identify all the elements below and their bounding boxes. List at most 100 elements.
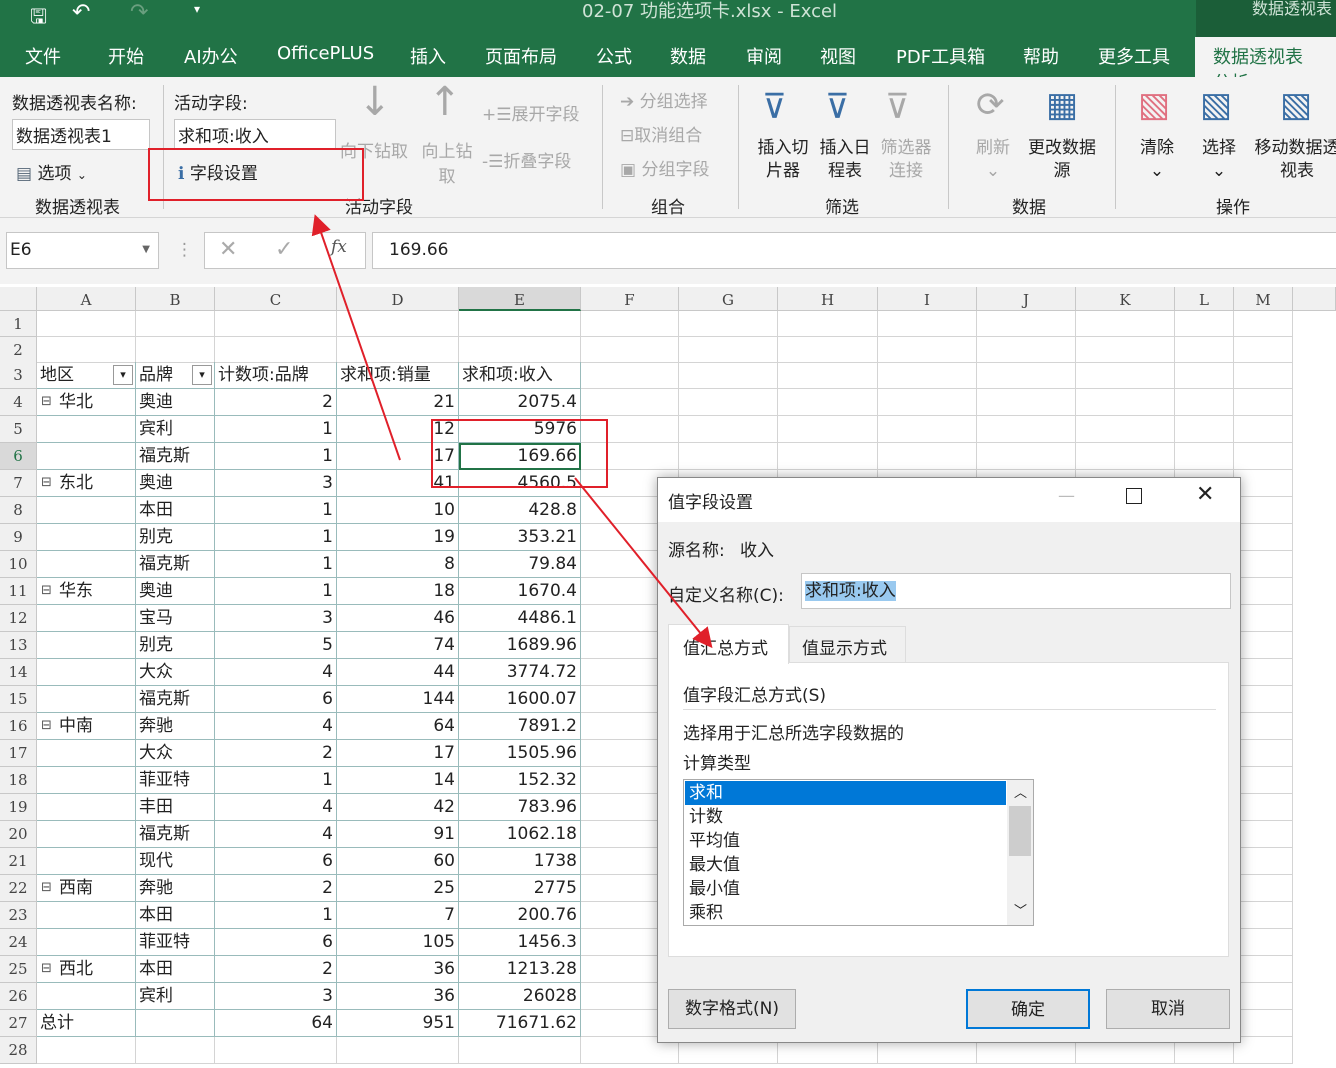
pivot-cell[interactable]: 200.76 [459, 902, 581, 929]
close-icon[interactable]: ✕ [1196, 482, 1215, 507]
cell[interactable] [337, 1037, 459, 1064]
change-source-button[interactable]: 更改数据源 [1028, 138, 1096, 181]
row-header[interactable]: 19 [0, 794, 37, 821]
pivot-cell[interactable]: 19 [337, 524, 459, 551]
tab-8[interactable]: 审阅 [746, 47, 782, 68]
pivot-cell[interactable]: 华东 ⊟ [37, 578, 136, 605]
cell[interactable] [1234, 337, 1293, 363]
row-header[interactable]: 24 [0, 929, 37, 956]
pivot-cell[interactable]: 1600.07 [459, 686, 581, 713]
cell[interactable] [215, 311, 337, 337]
active-field-input[interactable]: 求和项:收入 [174, 119, 336, 150]
cell[interactable] [1234, 311, 1293, 337]
pivot-cell[interactable]: 144 [337, 686, 459, 713]
pivot-cell[interactable]: 2 [215, 740, 337, 767]
customize-toolbar-icon[interactable]: ▾ [194, 2, 201, 16]
cell[interactable] [1234, 497, 1293, 524]
cell[interactable] [1234, 902, 1293, 929]
pivot-cell[interactable]: 奔驰 [136, 713, 215, 740]
pivot-cell[interactable] [37, 821, 136, 848]
column-header[interactable]: C [215, 287, 337, 311]
pivot-cell[interactable]: 105 [337, 929, 459, 956]
cell[interactable] [337, 311, 459, 337]
pivot-cell[interactable]: 783.96 [459, 794, 581, 821]
pivot-cell[interactable]: 1062.18 [459, 821, 581, 848]
pivot-cell[interactable]: 菲亚特 [136, 929, 215, 956]
cell[interactable] [136, 1037, 215, 1064]
pivot-cell[interactable]: 1 [215, 902, 337, 929]
tab-6[interactable]: 公式 [596, 47, 632, 68]
column-header[interactable]: F [581, 287, 679, 311]
cell[interactable] [581, 311, 679, 337]
cell[interactable] [1234, 632, 1293, 659]
tab-1[interactable]: 开始 [108, 47, 144, 68]
cell[interactable] [878, 1037, 977, 1064]
pivot-cell[interactable]: 36 [337, 983, 459, 1010]
cell[interactable] [878, 389, 977, 416]
cell[interactable] [977, 337, 1076, 363]
column-header[interactable]: I [878, 287, 977, 311]
tab-12[interactable]: 更多工具 [1098, 47, 1170, 68]
pivot-cell[interactable]: 1 [215, 497, 337, 524]
cell[interactable] [977, 1037, 1076, 1064]
cell[interactable] [778, 311, 878, 337]
row-header[interactable]: 7 [0, 470, 37, 497]
pivot-cell[interactable] [37, 416, 136, 443]
row-header[interactable]: 3 [0, 362, 37, 389]
cell[interactable] [778, 337, 878, 363]
column-header[interactable] [1293, 287, 1336, 311]
calc-option[interactable]: 计数 [689, 807, 723, 827]
pivot-cell[interactable]: 2075.4 [459, 389, 581, 416]
pivot-cell[interactable]: 64 [337, 713, 459, 740]
clear-button[interactable]: 清除 ⌄ [1140, 138, 1174, 181]
cell[interactable] [679, 311, 778, 337]
collapse-icon[interactable]: ⊟ [41, 583, 52, 598]
collapse-icon[interactable]: ⊟ [41, 718, 52, 733]
cell[interactable] [1076, 1037, 1175, 1064]
pivot-total[interactable]: 64 [215, 1010, 337, 1037]
pivot-cell[interactable]: 1 [215, 524, 337, 551]
pivot-cell[interactable]: 4 [215, 821, 337, 848]
pivot-cell[interactable]: 2 [215, 875, 337, 902]
calc-option[interactable]: 乘积 [689, 903, 723, 923]
pivot-cell[interactable]: 本田 [136, 956, 215, 983]
number-format-button[interactable]: 数字格式(N) [668, 989, 796, 1029]
cell[interactable] [1175, 311, 1234, 337]
column-header[interactable]: M [1234, 287, 1293, 311]
cell[interactable] [1076, 416, 1175, 443]
pivot-cell[interactable]: 8 [337, 551, 459, 578]
insert-slicer-button[interactable]: 插入切片器 [757, 138, 809, 181]
pivot-cell[interactable]: 奥迪 [136, 389, 215, 416]
pivot-cell[interactable]: 4 [215, 659, 337, 686]
pivot-cell[interactable]: 奥迪 [136, 470, 215, 497]
pivot-cell[interactable]: 3 [215, 470, 337, 497]
cell[interactable] [1234, 956, 1293, 983]
column-header[interactable]: J [977, 287, 1076, 311]
expand-field-button[interactable]: +☰展开字段 [482, 105, 580, 125]
pivot-cell[interactable]: 3774.72 [459, 659, 581, 686]
pivot-cell[interactable] [37, 794, 136, 821]
calculation-type-list[interactable]: ︿ ﹀ 求和 计数 平均值 最大值 最小值 乘积 [683, 779, 1034, 926]
cell[interactable] [1175, 443, 1234, 470]
cell[interactable] [37, 337, 136, 363]
pivot-total[interactable]: 951 [337, 1010, 459, 1037]
pivot-cell[interactable]: 1689.96 [459, 632, 581, 659]
cell[interactable] [977, 443, 1076, 470]
pivot-cell[interactable]: 1 [215, 551, 337, 578]
ok-button[interactable]: 确定 [966, 989, 1090, 1029]
cell[interactable] [1076, 389, 1175, 416]
collapse-field-button[interactable]: -☰折叠字段 [482, 152, 572, 172]
formula-input[interactable]: 169.66 [372, 232, 1336, 269]
pivot-cell[interactable]: 6 [215, 686, 337, 713]
pivot-cell[interactable]: 46 [337, 605, 459, 632]
pivot-header[interactable]: 求和项:销量 [337, 362, 459, 389]
cell[interactable] [1234, 929, 1293, 956]
pivot-cell[interactable]: 菲亚特 [136, 767, 215, 794]
row-header[interactable]: 27 [0, 1010, 37, 1037]
cell[interactable] [679, 1037, 778, 1064]
pivot-cell[interactable]: 25 [337, 875, 459, 902]
pivot-cell[interactable]: 1 [215, 767, 337, 794]
pivot-cell[interactable]: 西南 ⊟ [37, 875, 136, 902]
pivot-name-input[interactable]: 数据透视表1 [12, 119, 150, 150]
pivot-cell[interactable]: 2 [215, 956, 337, 983]
